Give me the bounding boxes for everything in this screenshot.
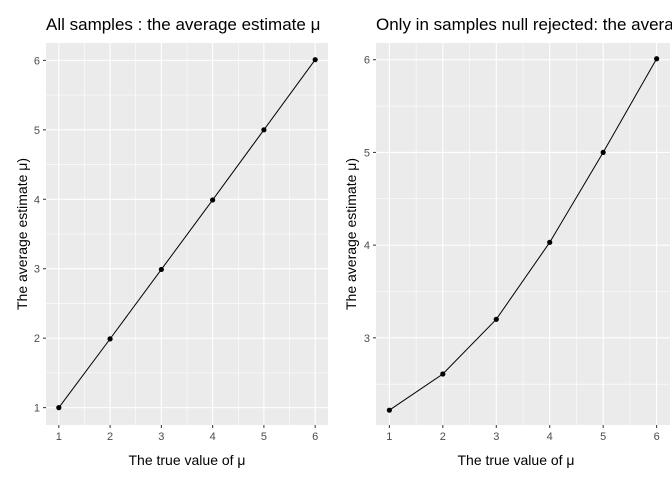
data-point xyxy=(107,336,113,342)
y-tick-label: 4 xyxy=(364,240,370,252)
data-point xyxy=(547,239,553,245)
y-axis-label: The average estimate μ) xyxy=(343,158,359,310)
series-line xyxy=(58,59,316,408)
x-tick-label: 6 xyxy=(654,431,660,443)
y-tick-label: 4 xyxy=(34,194,40,206)
y-tick-label: 3 xyxy=(34,264,40,276)
data-point xyxy=(386,407,392,413)
x-tick-label: 5 xyxy=(600,431,606,443)
x-axis-label: The true value of μ xyxy=(457,452,574,468)
x-tick-label: 1 xyxy=(56,431,62,443)
y-tick-label: 6 xyxy=(364,55,370,67)
x-tick-label: 4 xyxy=(547,431,553,443)
x-tick-label: 2 xyxy=(440,431,446,443)
axis-ticks: 1 2 3 4 5 6 1 2 3 4 5 6 xyxy=(34,55,318,443)
x-tick-label: 2 xyxy=(107,431,113,443)
series-line xyxy=(389,58,658,411)
data-point xyxy=(493,316,499,322)
data-point xyxy=(158,266,164,273)
y-axis-label: The average estimate μ) xyxy=(14,158,30,310)
y-tick-label: 3 xyxy=(364,333,370,345)
gridlines xyxy=(46,43,328,425)
y-tick-label: 1 xyxy=(34,403,40,415)
data-point xyxy=(440,371,446,377)
x-axis-label: The true value of μ xyxy=(128,452,245,468)
data-point xyxy=(261,127,267,133)
data-marks xyxy=(386,56,660,413)
chart-title: All samples : the average estimate μ xyxy=(46,15,320,34)
data-point xyxy=(210,197,216,203)
y-tick-label: 5 xyxy=(364,147,370,159)
data-point xyxy=(312,57,318,63)
data-marks xyxy=(56,57,318,411)
x-tick-label: 4 xyxy=(210,431,216,443)
chart-title: Only in samples null rejected: the avera… xyxy=(376,15,672,34)
data-point xyxy=(600,149,606,156)
axis-ticks: 1 2 3 4 5 6 3 4 5 6 xyxy=(364,55,660,443)
chart-null-rejected: Only in samples null rejected: the avera… xyxy=(343,15,672,468)
data-point xyxy=(56,405,62,411)
x-tick-label: 3 xyxy=(158,431,164,443)
x-tick-label: 1 xyxy=(386,431,392,443)
y-tick-label: 5 xyxy=(34,125,40,137)
x-tick-label: 5 xyxy=(261,431,267,443)
x-tick-label: 3 xyxy=(493,431,499,443)
y-tick-label: 6 xyxy=(34,55,40,67)
y-tick-label: 2 xyxy=(34,333,40,345)
gridlines xyxy=(376,43,670,425)
data-point xyxy=(654,56,660,62)
x-tick-label: 6 xyxy=(312,431,318,443)
chart-all-samples: All samples : the average estimate μ 1 2 3… xyxy=(14,15,328,468)
